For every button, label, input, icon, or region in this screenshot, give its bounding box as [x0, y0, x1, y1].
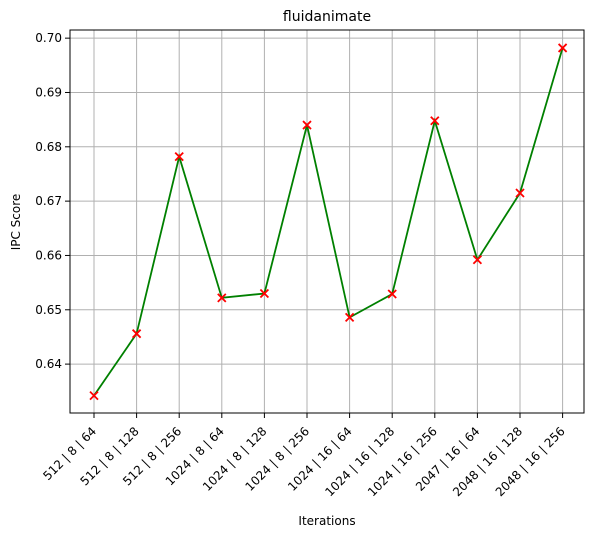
series-line [93, 47, 564, 397]
data-point-marker [217, 293, 227, 303]
x-axis-label: Iterations [298, 514, 355, 528]
marker-stroke [217, 293, 227, 303]
y-tick-label: 0.64 [35, 357, 62, 371]
y-tick-label: 0.68 [35, 140, 62, 154]
data-point-marker [259, 288, 270, 299]
grid-layer [70, 30, 584, 413]
y-tick-label: 0.67 [35, 194, 62, 208]
series-layer [89, 43, 568, 401]
data-point-marker [515, 188, 525, 198]
marker-stroke [515, 188, 525, 198]
data-point-marker [557, 43, 568, 53]
data-point-marker [131, 329, 142, 339]
data-point-marker [89, 390, 99, 401]
y-tick-label: 0.69 [35, 85, 62, 99]
plot-frame [69, 29, 585, 414]
marker-stroke [302, 120, 312, 130]
y-axis-label: IPC Score [9, 194, 23, 251]
chart-title: fluidanimate [283, 9, 371, 25]
marker-stroke [557, 43, 568, 53]
data-point-marker [302, 120, 312, 130]
marker-stroke [430, 116, 440, 126]
data-point-marker [430, 116, 440, 126]
marker-stroke [387, 289, 397, 299]
marker-stroke [131, 329, 142, 339]
data-point-marker [344, 312, 355, 323]
marker-stroke [259, 288, 270, 299]
marker-stroke [89, 390, 99, 401]
data-point-marker [174, 151, 184, 162]
y-tick-label: 0.70 [35, 31, 62, 45]
data-point-marker [472, 255, 483, 265]
y-tick-label: 0.65 [35, 303, 62, 317]
y-tick-label: 0.66 [35, 248, 62, 262]
data-point-marker [387, 289, 397, 299]
marker-stroke [472, 255, 483, 265]
marker-stroke [344, 312, 355, 323]
marker-stroke [174, 151, 184, 162]
